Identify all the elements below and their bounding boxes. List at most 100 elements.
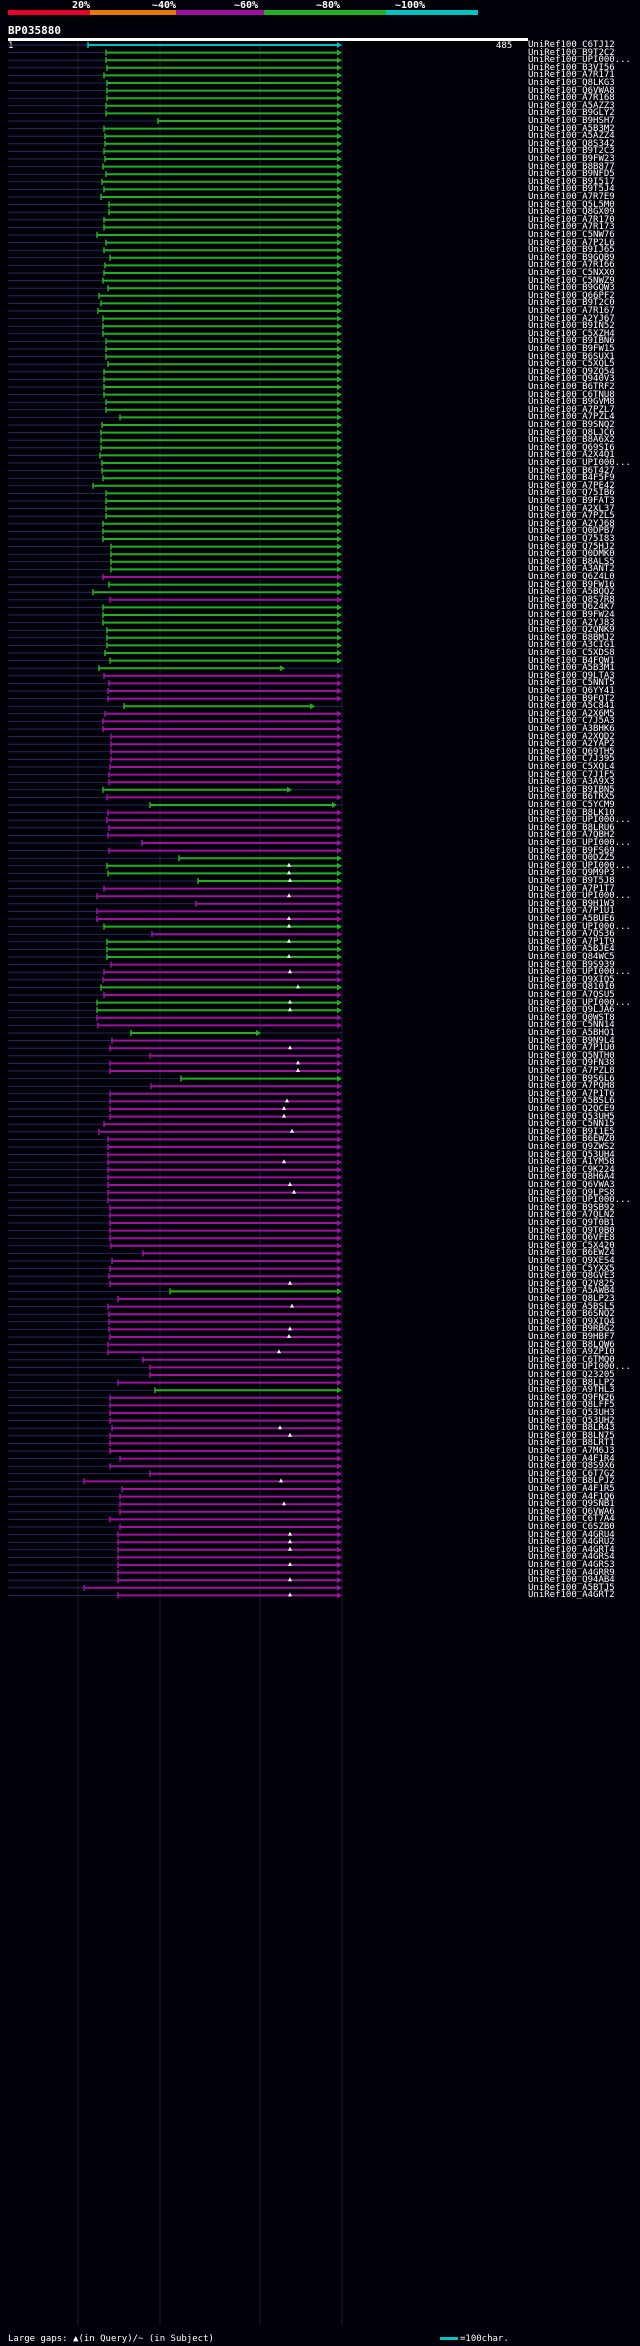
hit-row[interactable]: [8, 1014, 342, 1021]
hit-link[interactable]: UniRef100_B9T2C0: [528, 298, 615, 309]
hit-row[interactable]: [8, 308, 342, 314]
hit-link[interactable]: UniRef100_A4GRU2: [528, 1537, 615, 1548]
hit-row[interactable]: [8, 1410, 342, 1416]
hit-row[interactable]: [8, 505, 342, 512]
hit-link[interactable]: UniRef100_Q66PF2: [528, 290, 615, 301]
hit-row[interactable]: [8, 1296, 342, 1302]
hit-link[interactable]: UniRef100_A2X6M5: [528, 708, 615, 719]
hit-row[interactable]: [8, 885, 342, 892]
hit-row[interactable]: [8, 1349, 342, 1356]
hit-row[interactable]: [8, 1318, 342, 1325]
hit-link[interactable]: UniRef100_C7J1F5: [528, 769, 615, 780]
hit-link[interactable]: UniRef100_B6EWZ0: [528, 1134, 615, 1145]
hit-row[interactable]: [8, 574, 342, 580]
hit-row[interactable]: [8, 1022, 342, 1029]
hit-row[interactable]: [8, 361, 342, 368]
hit-row[interactable]: [8, 1569, 342, 1576]
hit-row[interactable]: [8, 460, 342, 466]
hit-link[interactable]: UniRef100_A4GRT2: [528, 1590, 615, 1601]
hit-link[interactable]: UniRef100_Q9T0B0: [528, 1225, 615, 1236]
hit-link[interactable]: UniRef100_A5AZZ3: [528, 100, 615, 111]
hit-link[interactable]: UniRef100_A7R168: [528, 93, 615, 104]
hit-row[interactable]: [8, 1448, 342, 1454]
hit-row[interactable]: [8, 1288, 342, 1295]
hit-link[interactable]: UniRef100_Q53UH4: [528, 1149, 615, 1160]
hit-link[interactable]: UniRef100_B8A6X2: [528, 435, 615, 446]
hit-row[interactable]: [8, 254, 342, 261]
hit-link[interactable]: UniRef100_B8ALS5: [528, 556, 615, 567]
hit-row[interactable]: [8, 1258, 342, 1264]
hit-link[interactable]: UniRef100_Q9XIQ5: [528, 974, 615, 985]
hit-link[interactable]: UniRef100_A7QS36: [528, 929, 615, 940]
hit-link[interactable]: UniRef100_B9N9L4: [528, 1035, 615, 1046]
hit-link[interactable]: UniRef100_A7R166: [528, 260, 615, 271]
hit-row[interactable]: [8, 733, 342, 740]
hit-link[interactable]: UniRef100_A2YJ67: [528, 313, 615, 324]
hit-link[interactable]: UniRef100_B9NFD5: [528, 169, 615, 180]
hit-link[interactable]: UniRef100_Q6YY41: [528, 686, 615, 696]
hit-link[interactable]: UniRef100_A3BHK6: [528, 724, 615, 734]
hit-link[interactable]: UniRef100_UPI000...: [528, 967, 631, 978]
hit-row[interactable]: [8, 475, 342, 482]
hit-link[interactable]: UniRef100_C5NXX0: [528, 268, 615, 278]
hit-row[interactable]: [8, 156, 342, 162]
hit-row[interactable]: [8, 1455, 342, 1462]
hit-row[interactable]: [8, 452, 342, 459]
hit-link[interactable]: UniRef100_C6TMQ0: [528, 1354, 615, 1365]
hit-link[interactable]: UniRef100_A7R173: [528, 222, 615, 233]
hit-link[interactable]: UniRef100_UPI000...: [528, 815, 631, 826]
hit-link[interactable]: UniRef100_B9I517: [528, 176, 615, 187]
hit-row[interactable]: [8, 133, 342, 140]
hit-link[interactable]: UniRef100_Q8H6A4: [528, 1172, 615, 1183]
hit-row[interactable]: [8, 1425, 342, 1432]
hit-link[interactable]: UniRef100_A7QBH2: [528, 830, 615, 841]
hit-link[interactable]: UniRef100_UPI000...: [528, 921, 631, 932]
hit-row[interactable]: [8, 64, 342, 71]
hit-row[interactable]: [8, 1242, 342, 1249]
hit-link[interactable]: UniRef100_B8LPJ2: [528, 1476, 615, 1487]
hit-row[interactable]: [8, 870, 342, 877]
hit-row[interactable]: [8, 1470, 342, 1477]
hit-link[interactable]: UniRef100_A7P1U1: [528, 906, 615, 917]
hit-link[interactable]: UniRef100_B9FQT2: [528, 693, 615, 704]
hit-row[interactable]: [8, 802, 342, 808]
hit-row[interactable]: [8, 710, 342, 717]
hit-row[interactable]: [8, 1090, 342, 1097]
hit-link[interactable]: UniRef100_C5XQL5: [528, 359, 615, 370]
hit-row[interactable]: [8, 520, 342, 527]
hit-row[interactable]: [8, 1508, 342, 1515]
hit-row[interactable]: [8, 1250, 342, 1257]
hit-link[interactable]: UniRef100_B9IJ65: [528, 245, 615, 256]
hit-row[interactable]: [8, 969, 342, 976]
hit-row[interactable]: [8, 95, 342, 102]
hit-row[interactable]: [8, 794, 342, 801]
hit-link[interactable]: UniRef100_Q8S9X6: [528, 1461, 615, 1472]
hit-row[interactable]: [8, 1166, 342, 1173]
hit-link[interactable]: UniRef100_B9T5J4: [528, 184, 615, 195]
hit-link[interactable]: UniRef100_B8B877: [528, 161, 615, 172]
hit-row[interactable]: [8, 1030, 342, 1036]
hit-link[interactable]: UniRef100_UPI000...: [528, 458, 631, 468]
hit-link[interactable]: UniRef100_Q6Z4L0: [528, 572, 615, 582]
hit-row[interactable]: [8, 1273, 342, 1280]
hit-row[interactable]: [8, 1387, 342, 1394]
hit-link[interactable]: UniRef100_UPI000...: [528, 838, 631, 848]
hit-row[interactable]: [8, 422, 342, 428]
hit-link[interactable]: UniRef100_Q69TH5: [528, 746, 615, 757]
hit-row[interactable]: [8, 148, 342, 155]
hit-link[interactable]: UniRef100_Q8LP23: [528, 1294, 615, 1304]
hit-row[interactable]: [8, 726, 342, 732]
hit-link[interactable]: UniRef100_A4GRT4: [528, 1544, 615, 1555]
hit-row[interactable]: [8, 270, 342, 276]
hit-link[interactable]: UniRef100_Q23205: [528, 1370, 615, 1380]
hit-link[interactable]: UniRef100_Q9T0B1: [528, 1218, 615, 1228]
hit-row[interactable]: [8, 1037, 342, 1044]
hit-row[interactable]: [8, 1197, 342, 1204]
hit-row[interactable]: [8, 216, 342, 223]
hit-link[interactable]: UniRef100_B9FW23: [528, 154, 615, 164]
hit-link[interactable]: UniRef100_C5XZH4: [528, 328, 615, 339]
hit-link[interactable]: UniRef100_B9RBG2: [528, 1324, 615, 1335]
hit-link[interactable]: UniRef100_A5BTJ5: [528, 1582, 615, 1593]
hit-row[interactable]: [8, 1220, 342, 1226]
hit-row[interactable]: [8, 954, 342, 960]
